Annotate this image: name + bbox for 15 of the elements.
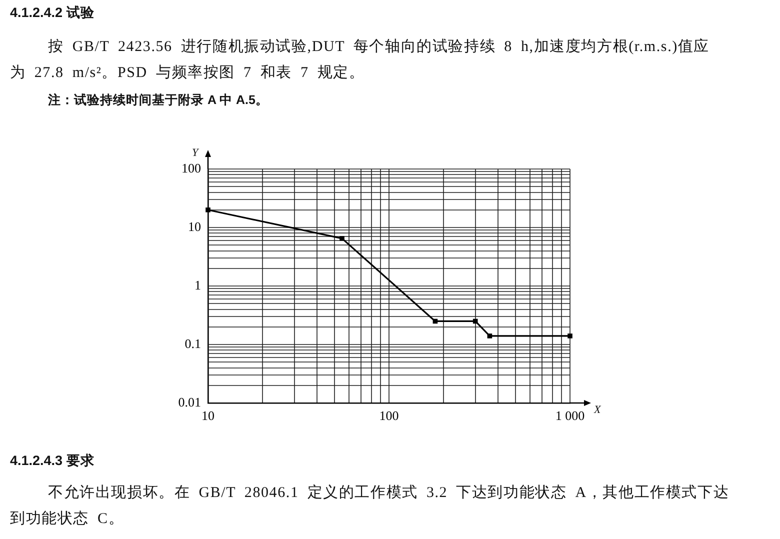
y-tick-label: 0.1	[184, 336, 201, 351]
x-tick-label: 100	[379, 408, 399, 424]
x-axis-title: X	[594, 404, 601, 416]
text: 不允许出现损坏。在 GB/T 28046.1 定义的工作模式 3.2 下达到功能状态 A，其他工作模式下达到功能状态 C。	[10, 483, 730, 529]
y-tick-label: 0.01	[178, 394, 201, 410]
x-tick-label: 10	[202, 408, 214, 424]
text: 注：试验持续时间基于附录 A 中 A.5。	[48, 92, 268, 109]
x-tick-label: 1 000	[555, 408, 585, 424]
y-axis-title: Y	[192, 147, 198, 159]
text: 4.1.2.4.3 要求	[10, 452, 94, 470]
y-tick-label: 10	[188, 218, 201, 234]
y-tick-label: 100	[182, 160, 201, 176]
text: 4.1.2.4.2 试验	[10, 4, 94, 22]
y-tick-label: 1	[194, 277, 201, 292]
chart-subtitle: 按 GB/T 2423.56 进行随机振动试验,DUT 每个轴向的试验持续 8 h,加速度均方根(r.m.s.)值应为 27.8 m/s²。PSD 与频率按图 7 和表 7 规定。	[10, 37, 711, 83]
